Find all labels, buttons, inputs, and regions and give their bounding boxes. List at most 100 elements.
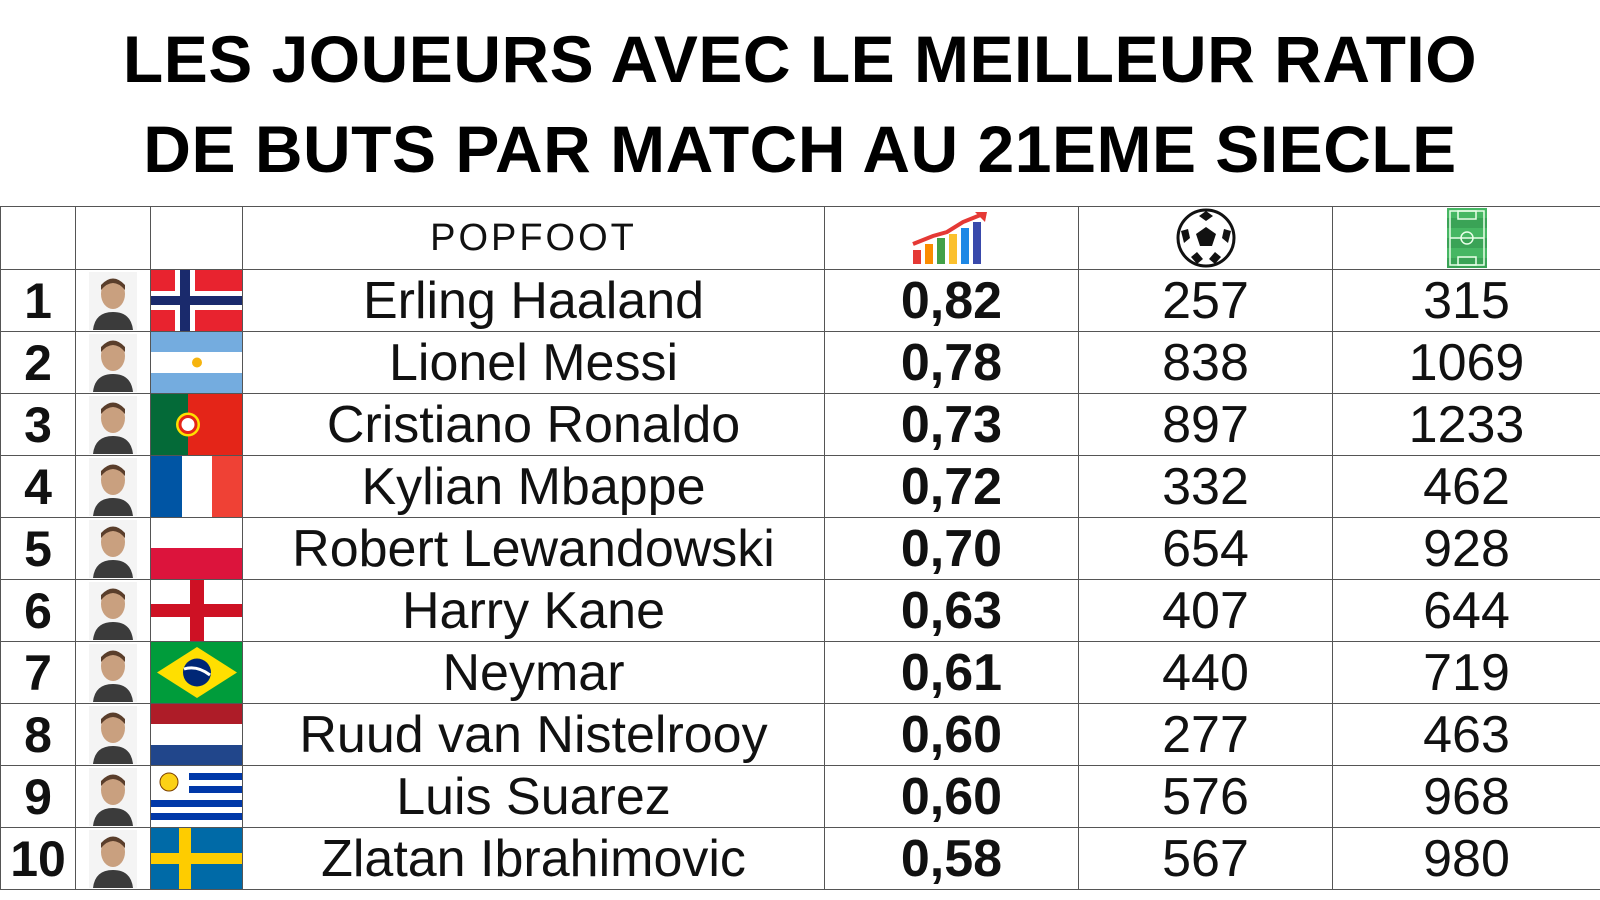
matches-count: 719 [1332, 641, 1600, 704]
photo-cell [75, 827, 151, 890]
goal-ratio: 0,70 [824, 517, 1079, 580]
table-row: 4 Kylian Mbappe 0,72 332 462 [0, 455, 1600, 518]
flag-portugal-icon [151, 394, 242, 455]
flag-cell [150, 331, 243, 394]
goal-ratio: 0,60 [824, 703, 1079, 766]
goals-count: 567 [1078, 827, 1333, 890]
header-photo-cell [75, 206, 151, 270]
table-row: 6 Harry Kane 0,63 407 644 [0, 579, 1600, 642]
matches-count: 462 [1332, 455, 1600, 518]
flag-cell [150, 517, 243, 580]
photo-cell [75, 455, 151, 518]
flag-cell [150, 641, 243, 704]
matches-count: 315 [1332, 269, 1600, 332]
table-row: 3 Cristiano Ronaldo 0,73 897 1233 [0, 393, 1600, 456]
rank-cell: 1 [0, 269, 76, 332]
matches-count: 1233 [1332, 393, 1600, 456]
player-name: Luis Suarez [242, 765, 825, 828]
flag-england-icon [151, 580, 242, 641]
player-name: Zlatan Ibrahimovic [242, 827, 825, 890]
player-name: Ruud van Nistelrooy [242, 703, 825, 766]
bar-chart-growth-icon [911, 212, 987, 264]
header-row: POPFOOT [0, 206, 1600, 270]
photo-cell [75, 579, 151, 642]
flag-netherlands-icon [151, 704, 242, 765]
rank-cell: 9 [0, 765, 76, 828]
photo-cell [75, 517, 151, 580]
player-photo [89, 395, 137, 454]
flag-cell [150, 393, 243, 456]
goal-ratio: 0,63 [824, 579, 1079, 642]
player-photo [89, 519, 137, 578]
title-line-2: DE BUTS PAR MATCH AU 21EME SIECLE [143, 112, 1457, 186]
player-photo [89, 333, 137, 392]
goal-ratio: 0,78 [824, 331, 1079, 394]
table-row: 1 Erling Haaland 0,82 257 315 [0, 269, 1600, 332]
ranking-table: POPFOOT [0, 206, 1600, 890]
soccer-ball-icon [1176, 208, 1235, 268]
header-flag-cell [150, 206, 243, 270]
goals-count: 440 [1078, 641, 1333, 704]
goals-count: 277 [1078, 703, 1333, 766]
table-row: 9 Luis Suarez 0,60 576 968 [0, 765, 1600, 828]
matches-count: 980 [1332, 827, 1600, 890]
player-photo [89, 271, 137, 330]
goals-count: 257 [1078, 269, 1333, 332]
player-name: Kylian Mbappe [242, 455, 825, 518]
header-ratio-cell [824, 206, 1079, 270]
player-name: Harry Kane [242, 579, 825, 642]
flag-norway-icon [151, 270, 242, 331]
rank-cell: 2 [0, 331, 76, 394]
goal-ratio: 0,60 [824, 765, 1079, 828]
player-photo [89, 581, 137, 640]
flag-uruguay-icon [151, 766, 242, 827]
goals-count: 654 [1078, 517, 1333, 580]
matches-count: 928 [1332, 517, 1600, 580]
goals-count: 407 [1078, 579, 1333, 642]
goals-count: 838 [1078, 331, 1333, 394]
player-name: Cristiano Ronaldo [242, 393, 825, 456]
popfoot-logo: POPFOOT [430, 216, 637, 259]
photo-cell [75, 703, 151, 766]
flag-argentina-icon [151, 332, 242, 393]
flag-cell [150, 827, 243, 890]
player-name: Neymar [242, 641, 825, 704]
photo-cell [75, 641, 151, 704]
flag-cell [150, 455, 243, 518]
player-photo [89, 643, 137, 702]
rank-cell: 8 [0, 703, 76, 766]
matches-count: 968 [1332, 765, 1600, 828]
player-name: Erling Haaland [242, 269, 825, 332]
table-row: 5 Robert Lewandowski 0,70 654 928 [0, 517, 1600, 580]
flag-sweden-icon [151, 828, 242, 889]
goal-ratio: 0,58 [824, 827, 1079, 890]
flag-france-icon [151, 456, 242, 517]
table-row: 7 Neymar 0,61 440 719 [0, 641, 1600, 704]
rank-cell: 10 [0, 827, 76, 890]
header-goals-cell [1078, 206, 1333, 270]
photo-cell [75, 765, 151, 828]
flag-cell [150, 703, 243, 766]
photo-cell [75, 269, 151, 332]
player-photo [89, 705, 137, 764]
flag-cell [150, 765, 243, 828]
photo-cell [75, 331, 151, 394]
goal-ratio: 0,73 [824, 393, 1079, 456]
matches-count: 1069 [1332, 331, 1600, 394]
goals-count: 576 [1078, 765, 1333, 828]
player-name: Robert Lewandowski [242, 517, 825, 580]
rank-cell: 3 [0, 393, 76, 456]
goals-count: 332 [1078, 455, 1333, 518]
header-matches-cell [1332, 206, 1600, 270]
player-photo [89, 829, 137, 888]
goal-ratio: 0,61 [824, 641, 1079, 704]
table-row: 2 Lionel Messi 0,78 838 1069 [0, 331, 1600, 394]
header-brand-cell: POPFOOT [242, 206, 825, 270]
photo-cell [75, 393, 151, 456]
title-block: LES JOUEURS AVEC LE MEILLEUR RATIO DE BU… [0, 0, 1600, 205]
rank-cell: 4 [0, 455, 76, 518]
goals-count: 897 [1078, 393, 1333, 456]
flag-poland-icon [151, 518, 242, 579]
goal-ratio: 0,82 [824, 269, 1079, 332]
flag-cell [150, 579, 243, 642]
